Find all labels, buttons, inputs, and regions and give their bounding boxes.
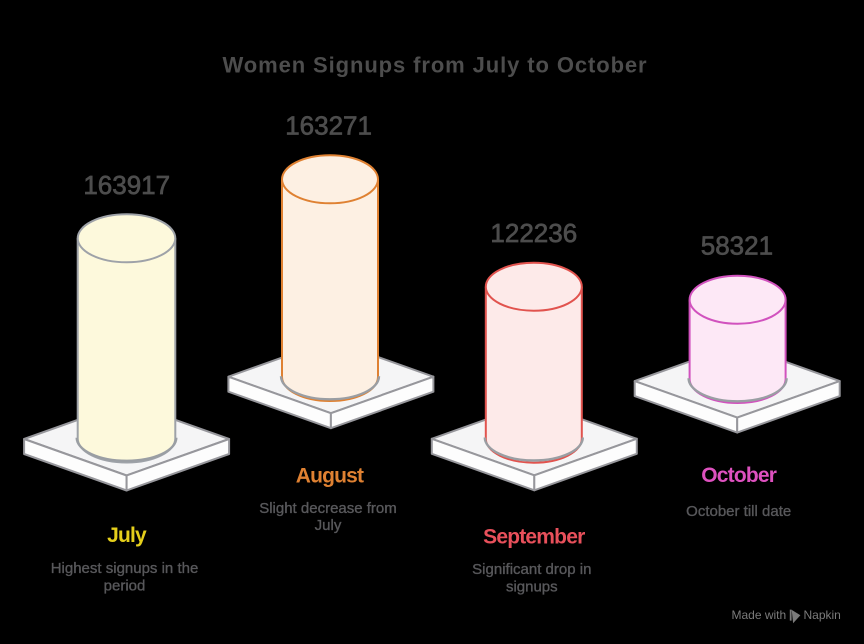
svg-text:Women Signups from July to Oct: Women Signups from July to October [223, 53, 648, 78]
svg-text:October: October [701, 464, 777, 487]
svg-text:Made with: Made with [732, 608, 787, 622]
svg-text:period: period [104, 577, 146, 594]
svg-text:Napkin: Napkin [804, 608, 841, 622]
svg-text:163917: 163917 [83, 170, 170, 200]
svg-text:September: September [483, 526, 585, 549]
svg-text:Slight decrease from: Slight decrease from [259, 500, 397, 517]
svg-text:signups: signups [506, 579, 558, 596]
svg-text:July: July [315, 517, 342, 534]
svg-text:163271: 163271 [285, 111, 372, 141]
svg-text:122236: 122236 [490, 218, 577, 248]
svg-text:July: July [107, 524, 147, 547]
svg-text:58321: 58321 [701, 231, 773, 261]
svg-text:October till date: October till date [686, 503, 791, 520]
svg-text:Highest signups in the: Highest signups in the [51, 560, 199, 577]
svg-text:Significant drop in: Significant drop in [472, 561, 591, 578]
svg-text:August: August [296, 464, 364, 487]
